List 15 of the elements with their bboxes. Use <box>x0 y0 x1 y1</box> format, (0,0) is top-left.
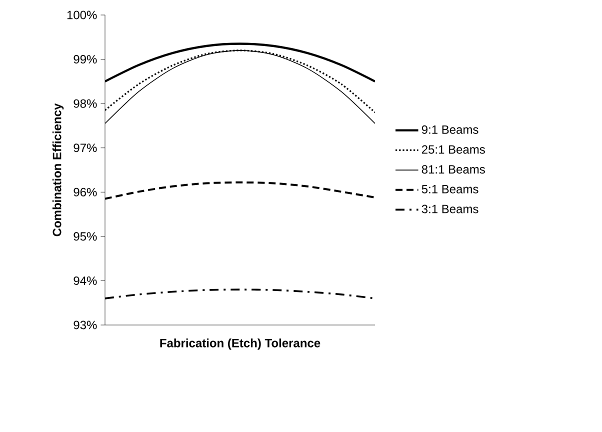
legend-label: 9:1 Beams <box>422 125 478 134</box>
legend-label: 25:1 Beams <box>422 145 485 154</box>
y-tick-label: 96% <box>74 188 97 196</box>
y-tick-label: 100% <box>67 10 97 20</box>
y-axis-title: Combination Efficiency <box>52 103 64 236</box>
y-tick-label: 94% <box>74 276 97 285</box>
y-tick-label: 93% <box>74 320 97 330</box>
x-axis-title: Fabrication (Etch) Tolerance <box>160 338 320 350</box>
y-tick-label: 97% <box>74 144 97 152</box>
y-tick-label: 99% <box>74 55 97 64</box>
y-tick-label: 98% <box>74 99 97 108</box>
legend-label: 81:1 Beams <box>422 165 485 174</box>
legend-label: 3:1 Beams <box>422 204 478 214</box>
y-tick-label: 95% <box>74 232 97 241</box>
legend-label: 5:1 Beams <box>422 185 478 194</box>
